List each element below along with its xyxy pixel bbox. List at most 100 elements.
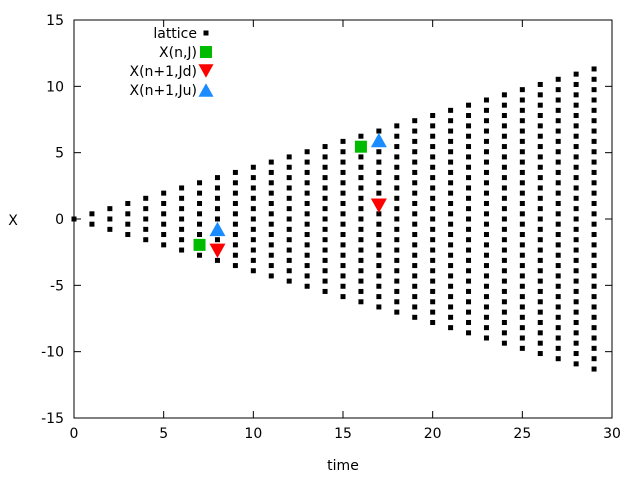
lattice-point	[483, 97, 489, 103]
lattice-point	[555, 232, 561, 238]
legend-label: X(n+1,Jd)	[130, 64, 198, 80]
lattice-point	[358, 247, 364, 253]
lattice-point	[501, 216, 507, 222]
lattice-point	[519, 263, 525, 269]
lattice-point	[268, 221, 274, 227]
lattice-point	[537, 268, 543, 274]
lattice-point	[448, 221, 454, 227]
lattice-point	[591, 283, 597, 289]
lattice-point	[394, 195, 400, 201]
lattice-point	[340, 252, 346, 258]
lattice-point	[286, 247, 292, 253]
lattice-point	[376, 128, 382, 134]
lattice-point	[376, 242, 382, 248]
lattice-point	[214, 216, 220, 222]
lattice-point	[501, 102, 507, 108]
lattice-point	[376, 283, 382, 289]
lattice-point	[591, 304, 597, 310]
lattice-point	[591, 356, 597, 362]
lattice-point	[322, 195, 328, 201]
lattice-point	[143, 216, 149, 222]
lattice-point	[322, 268, 328, 274]
lattice-point	[448, 169, 454, 175]
lattice-point	[591, 149, 597, 155]
lattice-point	[519, 159, 525, 165]
lattice-point	[483, 273, 489, 279]
lattice-point	[591, 66, 597, 72]
lattice-point	[537, 340, 543, 346]
lattice-point	[107, 216, 113, 222]
lattice-point	[466, 226, 472, 232]
lattice-point	[376, 211, 382, 217]
lattice-point	[591, 335, 597, 341]
lattice-point	[448, 149, 454, 155]
lattice-point	[304, 242, 310, 248]
lattice-point	[555, 211, 561, 217]
y-axis-title: X	[8, 213, 18, 229]
lattice-point	[519, 221, 525, 227]
lattice-point	[483, 232, 489, 238]
lattice-point	[430, 133, 436, 139]
lattice-point	[555, 118, 561, 124]
lattice-point	[340, 149, 346, 155]
lattice-point	[537, 206, 543, 212]
lattice-point	[394, 309, 400, 315]
lattice-point	[501, 278, 507, 284]
lattice-point	[394, 299, 400, 305]
lattice-point	[358, 164, 364, 170]
lattice-point	[537, 226, 543, 232]
lattice-point	[537, 144, 543, 150]
lattice-point	[519, 232, 525, 238]
lattice-point	[340, 180, 346, 186]
y-tick-label: -15	[41, 411, 64, 427]
lattice-point	[376, 221, 382, 227]
lattice-point	[537, 216, 543, 222]
lattice-point	[268, 159, 274, 165]
lattice-point	[304, 211, 310, 217]
lattice-point	[466, 257, 472, 263]
lattice-point	[376, 263, 382, 269]
lattice-point	[555, 76, 561, 82]
lattice-point	[322, 206, 328, 212]
lattice-point	[466, 330, 472, 336]
lattice-point	[466, 185, 472, 191]
lattice-point	[573, 206, 579, 212]
lattice-point	[483, 242, 489, 248]
lattice-point	[537, 278, 543, 284]
y-tick-label: 0	[55, 212, 64, 228]
lattice-point	[358, 237, 364, 243]
lattice-points	[71, 66, 597, 372]
lattice-point	[179, 247, 185, 253]
lattice-point	[376, 190, 382, 196]
lattice-point	[501, 133, 507, 139]
lattice-point	[573, 195, 579, 201]
lattice-point	[304, 283, 310, 289]
lattice-point	[412, 128, 418, 134]
lattice-point	[179, 206, 185, 212]
lattice-point	[483, 283, 489, 289]
lattice-point	[466, 268, 472, 274]
lattice-point	[179, 185, 185, 191]
lattice-point	[340, 200, 346, 206]
lattice-point	[555, 159, 561, 165]
lattice-point	[89, 221, 95, 227]
lattice-point	[376, 273, 382, 279]
lattice-point	[304, 263, 310, 269]
lattice-point	[358, 299, 364, 305]
lattice-point	[412, 242, 418, 248]
lattice-point	[394, 144, 400, 150]
lattice-point	[483, 128, 489, 134]
lattice-point	[573, 257, 579, 263]
lattice-point	[573, 154, 579, 160]
lattice-point	[555, 180, 561, 186]
lattice-point	[483, 118, 489, 124]
lattice-point	[394, 206, 400, 212]
lattice-point	[591, 169, 597, 175]
lattice-point	[537, 185, 543, 191]
lattice-point	[555, 345, 561, 351]
lattice-point	[573, 102, 579, 108]
lattice-point	[286, 154, 292, 160]
lattice-point	[197, 252, 203, 258]
lattice-point	[412, 138, 418, 144]
